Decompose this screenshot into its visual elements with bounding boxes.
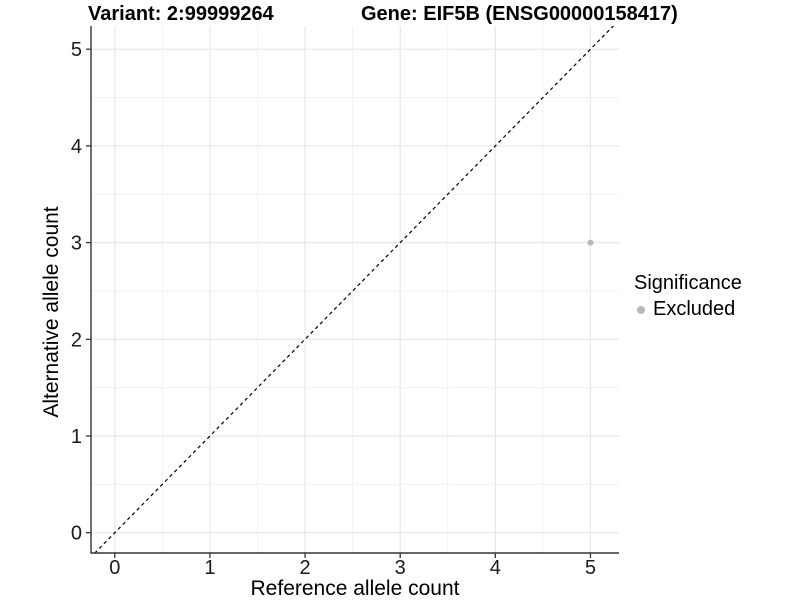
y-tick-label: 5 xyxy=(71,39,82,61)
x-tick-label: 1 xyxy=(204,557,215,579)
identity-line xyxy=(93,26,615,553)
y-axis-title: Alternative allele count xyxy=(40,206,63,418)
legend-title: Significance xyxy=(634,272,742,294)
legend: Significance Excluded xyxy=(634,272,742,321)
y-tick-label: 3 xyxy=(71,233,82,255)
x-tick-label: 0 xyxy=(109,557,120,579)
plot-title-gene: Gene: EIF5B (ENSG00000158417) xyxy=(361,3,678,25)
plot-title-variant: Variant: 2:99999264 xyxy=(88,3,274,25)
x-tick-label: 5 xyxy=(585,557,596,579)
y-tick-label: 4 xyxy=(71,136,82,158)
x-tick-label: 4 xyxy=(490,557,501,579)
legend-item-excluded: Excluded xyxy=(634,298,742,321)
x-tick-label: 3 xyxy=(395,557,406,579)
legend-key-dot-icon xyxy=(637,305,645,314)
y-tick-label: 2 xyxy=(71,329,82,351)
x-tick-label: 2 xyxy=(299,557,310,579)
y-tick-label: 1 xyxy=(71,426,82,448)
data-point-excluded xyxy=(587,239,594,246)
legend-item-label: Excluded xyxy=(653,298,736,320)
y-tick-label: 0 xyxy=(71,523,82,545)
x-axis-title: Reference allele count xyxy=(250,577,460,600)
